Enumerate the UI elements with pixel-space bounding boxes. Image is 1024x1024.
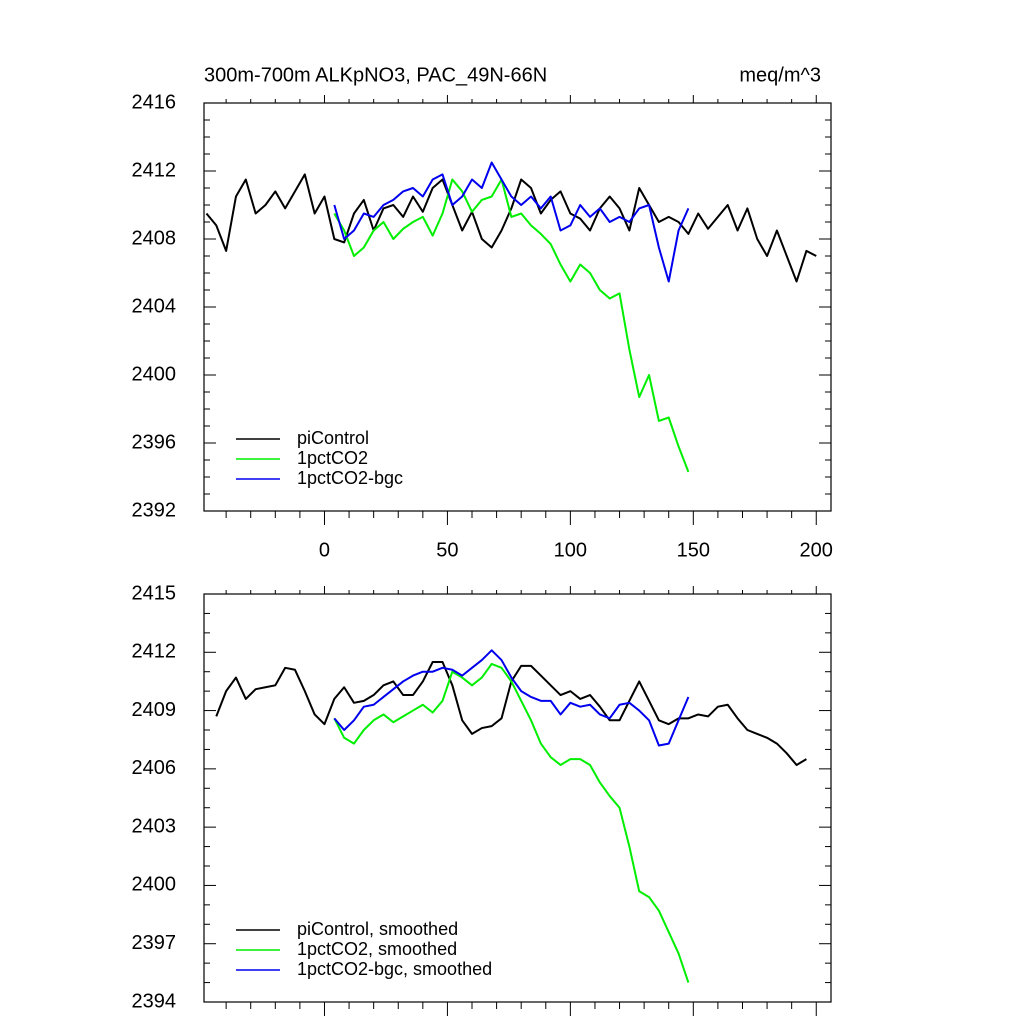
series-line xyxy=(333,649,690,747)
y-tick-label: 2400 xyxy=(132,874,177,896)
y-tick-label: 2404 xyxy=(132,295,177,317)
series-line xyxy=(333,161,690,283)
units-label: meq/m^3 xyxy=(739,64,821,86)
x-tick-label: 150 xyxy=(677,539,710,561)
plot-frame xyxy=(203,593,832,1003)
legend-label: piControl xyxy=(297,428,369,448)
y-tick-label: 2397 xyxy=(132,932,177,954)
series-line xyxy=(333,178,690,473)
series-line xyxy=(333,662,690,983)
y-tick-label: 2400 xyxy=(132,363,177,385)
legend-label: 1pctCO2-bgc xyxy=(297,468,403,488)
y-tick-label: 2394 xyxy=(132,990,177,1012)
y-tick-label: 2392 xyxy=(132,499,177,521)
x-tick-label: 100 xyxy=(554,539,587,561)
y-tick-label: 2415 xyxy=(132,582,177,604)
chart-title: 300m-700m ALKpNO3, PAC_49N-66N xyxy=(204,64,547,86)
y-tick-label: 2396 xyxy=(132,431,177,453)
x-tick-label: 0 xyxy=(319,539,330,561)
series-line xyxy=(205,173,817,283)
y-tick-label: 2416 xyxy=(132,91,177,113)
x-tick-label: 50 xyxy=(436,539,458,561)
x-tick-label: 200 xyxy=(800,539,833,561)
y-tick-label: 2406 xyxy=(132,757,177,779)
legend-label: piControl, smoothed xyxy=(297,919,458,939)
legend-label: 1pctCO2-bgc, smoothed xyxy=(297,959,492,979)
y-tick-label: 2412 xyxy=(132,641,177,663)
y-tick-label: 2409 xyxy=(132,699,177,721)
legend-label: 1pctCO2 xyxy=(297,448,368,468)
y-tick-label: 2412 xyxy=(132,159,177,181)
y-tick-label: 2403 xyxy=(132,815,177,837)
y-tick-label: 2408 xyxy=(132,227,177,249)
legend-label: 1pctCO2, smoothed xyxy=(297,939,457,959)
